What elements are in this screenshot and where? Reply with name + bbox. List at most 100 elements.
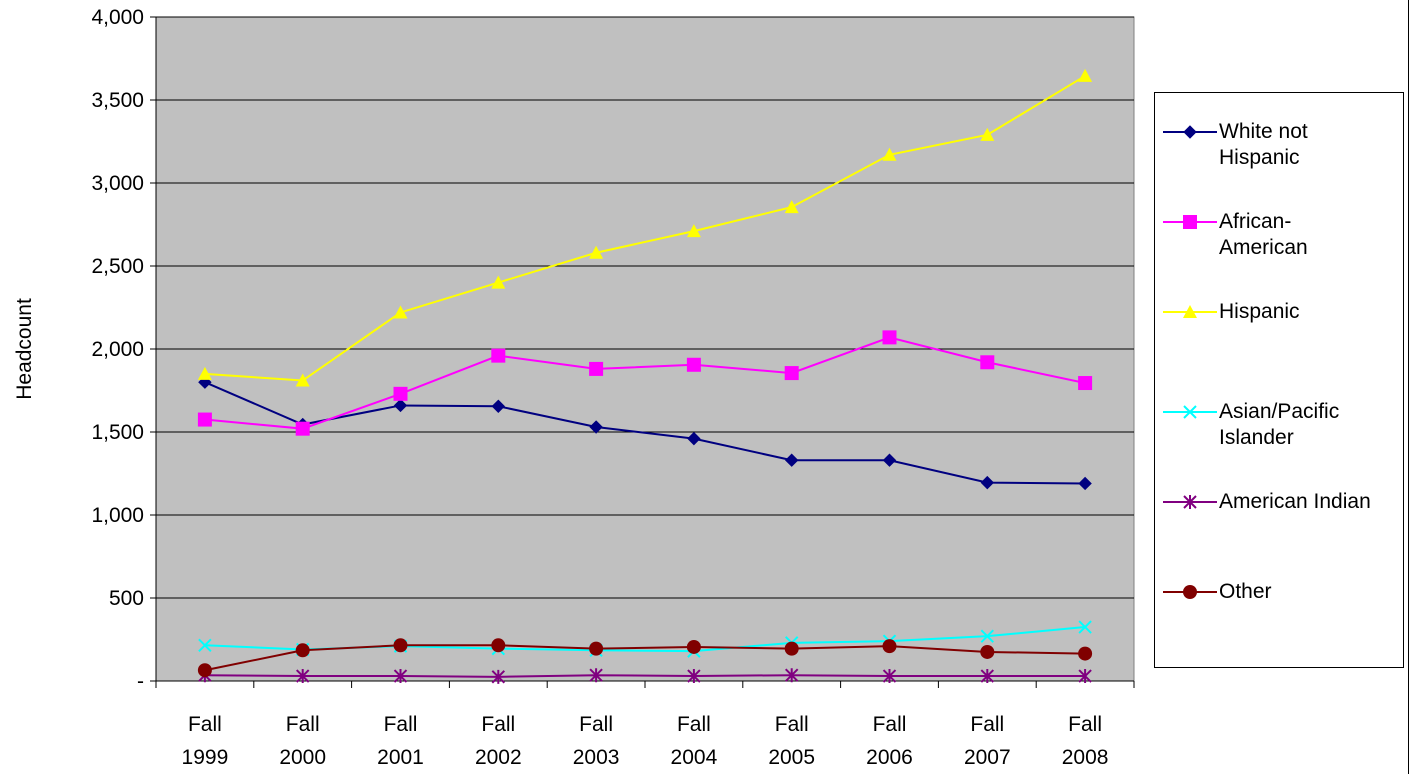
data-point: [197, 412, 212, 427]
data-point: [882, 639, 897, 654]
x-tick-label: Fall: [188, 713, 222, 736]
series-line: [204, 75, 1086, 382]
legend-label: White not Hispanic: [1219, 119, 1399, 171]
legend-label-line: American Indian: [1219, 490, 1371, 513]
legend-label-line: Asian/Pacific: [1219, 400, 1340, 423]
legend-item: White not Hispanic: [1163, 119, 1403, 179]
legend-swatch: [1163, 495, 1217, 509]
legend-label: African- American: [1219, 209, 1399, 261]
x-tick-label: 2005: [768, 746, 815, 769]
data-point: [1078, 620, 1092, 634]
data-point: [393, 398, 408, 413]
data-point: [1078, 476, 1092, 491]
legend-label-line: Islander: [1219, 426, 1294, 449]
data-point: [882, 669, 897, 684]
data-point: [882, 147, 897, 161]
legend-item: Hispanic: [1163, 299, 1403, 359]
series-0: [198, 375, 1092, 491]
x-tick-label: Fall: [1068, 713, 1102, 736]
data-point: [1078, 669, 1092, 684]
legend-swatch: [1163, 585, 1217, 599]
legend-label: American Indian: [1219, 489, 1399, 515]
data-point: [589, 361, 604, 376]
data-point: [687, 431, 701, 446]
series-line: [204, 644, 1086, 672]
data-point: [295, 669, 310, 684]
legend-label-line: American: [1219, 236, 1308, 259]
data-point: [295, 643, 310, 658]
legend-label-line: White not: [1219, 120, 1308, 143]
legend-label: Hispanic: [1219, 299, 1399, 325]
x-tick-label: 1999: [182, 746, 229, 769]
data-point: [589, 641, 604, 656]
data-point: [491, 348, 506, 363]
data-point: [198, 638, 212, 653]
x-tick-label: Fall: [286, 713, 320, 736]
legend-swatch: [1163, 125, 1217, 139]
data-point: [295, 421, 310, 436]
data-point: [491, 669, 506, 684]
x-tick-label: Fall: [775, 713, 809, 736]
data-point: [393, 305, 408, 319]
x-tick-label: Fall: [873, 713, 907, 736]
data-point: [393, 386, 408, 401]
legend-marker: [1183, 305, 1197, 318]
data-point: [784, 366, 799, 381]
legend-label-line: Other: [1219, 580, 1272, 603]
legend-item: Asian/Pacific Islander: [1163, 399, 1403, 459]
legend-swatch: [1163, 405, 1217, 419]
data-point: [197, 663, 212, 678]
x-tick-label: Fall: [677, 713, 711, 736]
x-tick-label: 2006: [866, 746, 913, 769]
legend-item: American Indian: [1163, 489, 1403, 549]
y-tick-label: 3,500: [91, 89, 144, 112]
data-point: [1078, 376, 1093, 391]
x-tick-label: 2004: [671, 746, 718, 769]
data-point: [197, 366, 212, 380]
data-point: [686, 639, 701, 654]
data-point: [589, 420, 603, 434]
data-point: [882, 453, 897, 467]
data-point: [393, 669, 408, 684]
y-tick-label: 1,500: [91, 421, 144, 444]
y-tick-label: -: [137, 670, 144, 693]
data-point: [784, 200, 799, 214]
data-point: [980, 475, 995, 490]
data-point: [882, 330, 897, 345]
series-5: [197, 638, 1093, 678]
x-tick-label: 2008: [1062, 746, 1109, 769]
x-tick-label: 2002: [475, 746, 522, 769]
series-2: [197, 68, 1093, 387]
legend-label-line: Hispanic: [1219, 300, 1300, 323]
legend-label-line: Hispanic: [1219, 146, 1300, 169]
legend-item: Other: [1163, 579, 1403, 639]
data-point: [393, 638, 408, 653]
frame-edge: [1408, 0, 1409, 774]
legend-label: Asian/Pacific Islander: [1219, 399, 1399, 451]
x-tick-label: 2000: [279, 746, 326, 769]
series-line: [204, 336, 1086, 430]
data-point: [784, 453, 799, 467]
legend-label-line: African-: [1219, 210, 1292, 233]
data-point: [687, 669, 701, 684]
legend-marker: [1183, 125, 1197, 139]
x-tick-label: 2007: [964, 746, 1011, 769]
y-tick-label: 2,000: [91, 338, 144, 361]
x-tick-label: Fall: [970, 713, 1004, 736]
legend-marker: [1183, 405, 1197, 419]
data-point: [686, 224, 701, 238]
data-point: [980, 669, 995, 684]
data-point: [491, 399, 506, 413]
data-point: [980, 127, 995, 141]
x-tick-label: 2001: [377, 746, 424, 769]
x-tick-label: 2003: [573, 746, 620, 769]
data-point: [784, 641, 799, 656]
legend-label: Other: [1219, 579, 1399, 605]
data-point: [784, 668, 799, 683]
data-point: [686, 357, 701, 372]
y-tick-label: 4,000: [91, 6, 144, 29]
data-point: [491, 638, 506, 653]
data-point: [295, 373, 310, 387]
x-tick-label: Fall: [384, 713, 418, 736]
